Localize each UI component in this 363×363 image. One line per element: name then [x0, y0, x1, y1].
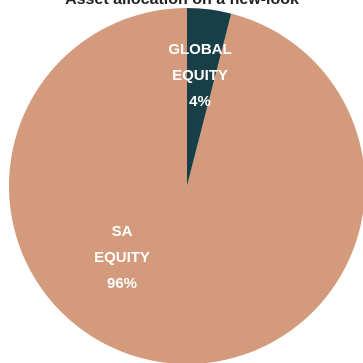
- pie-slice: [187, 8, 232, 186]
- slice-value-label: 96%: [107, 275, 137, 292]
- chart-title: Asset allocation on a new-look: [65, 0, 299, 8]
- slice-value-label: 4%: [189, 93, 211, 110]
- slice-label: SA EQUITY: [94, 223, 150, 266]
- slice-label: GLOBAL EQUITY: [168, 41, 231, 84]
- pie-slice: [9, 8, 363, 363]
